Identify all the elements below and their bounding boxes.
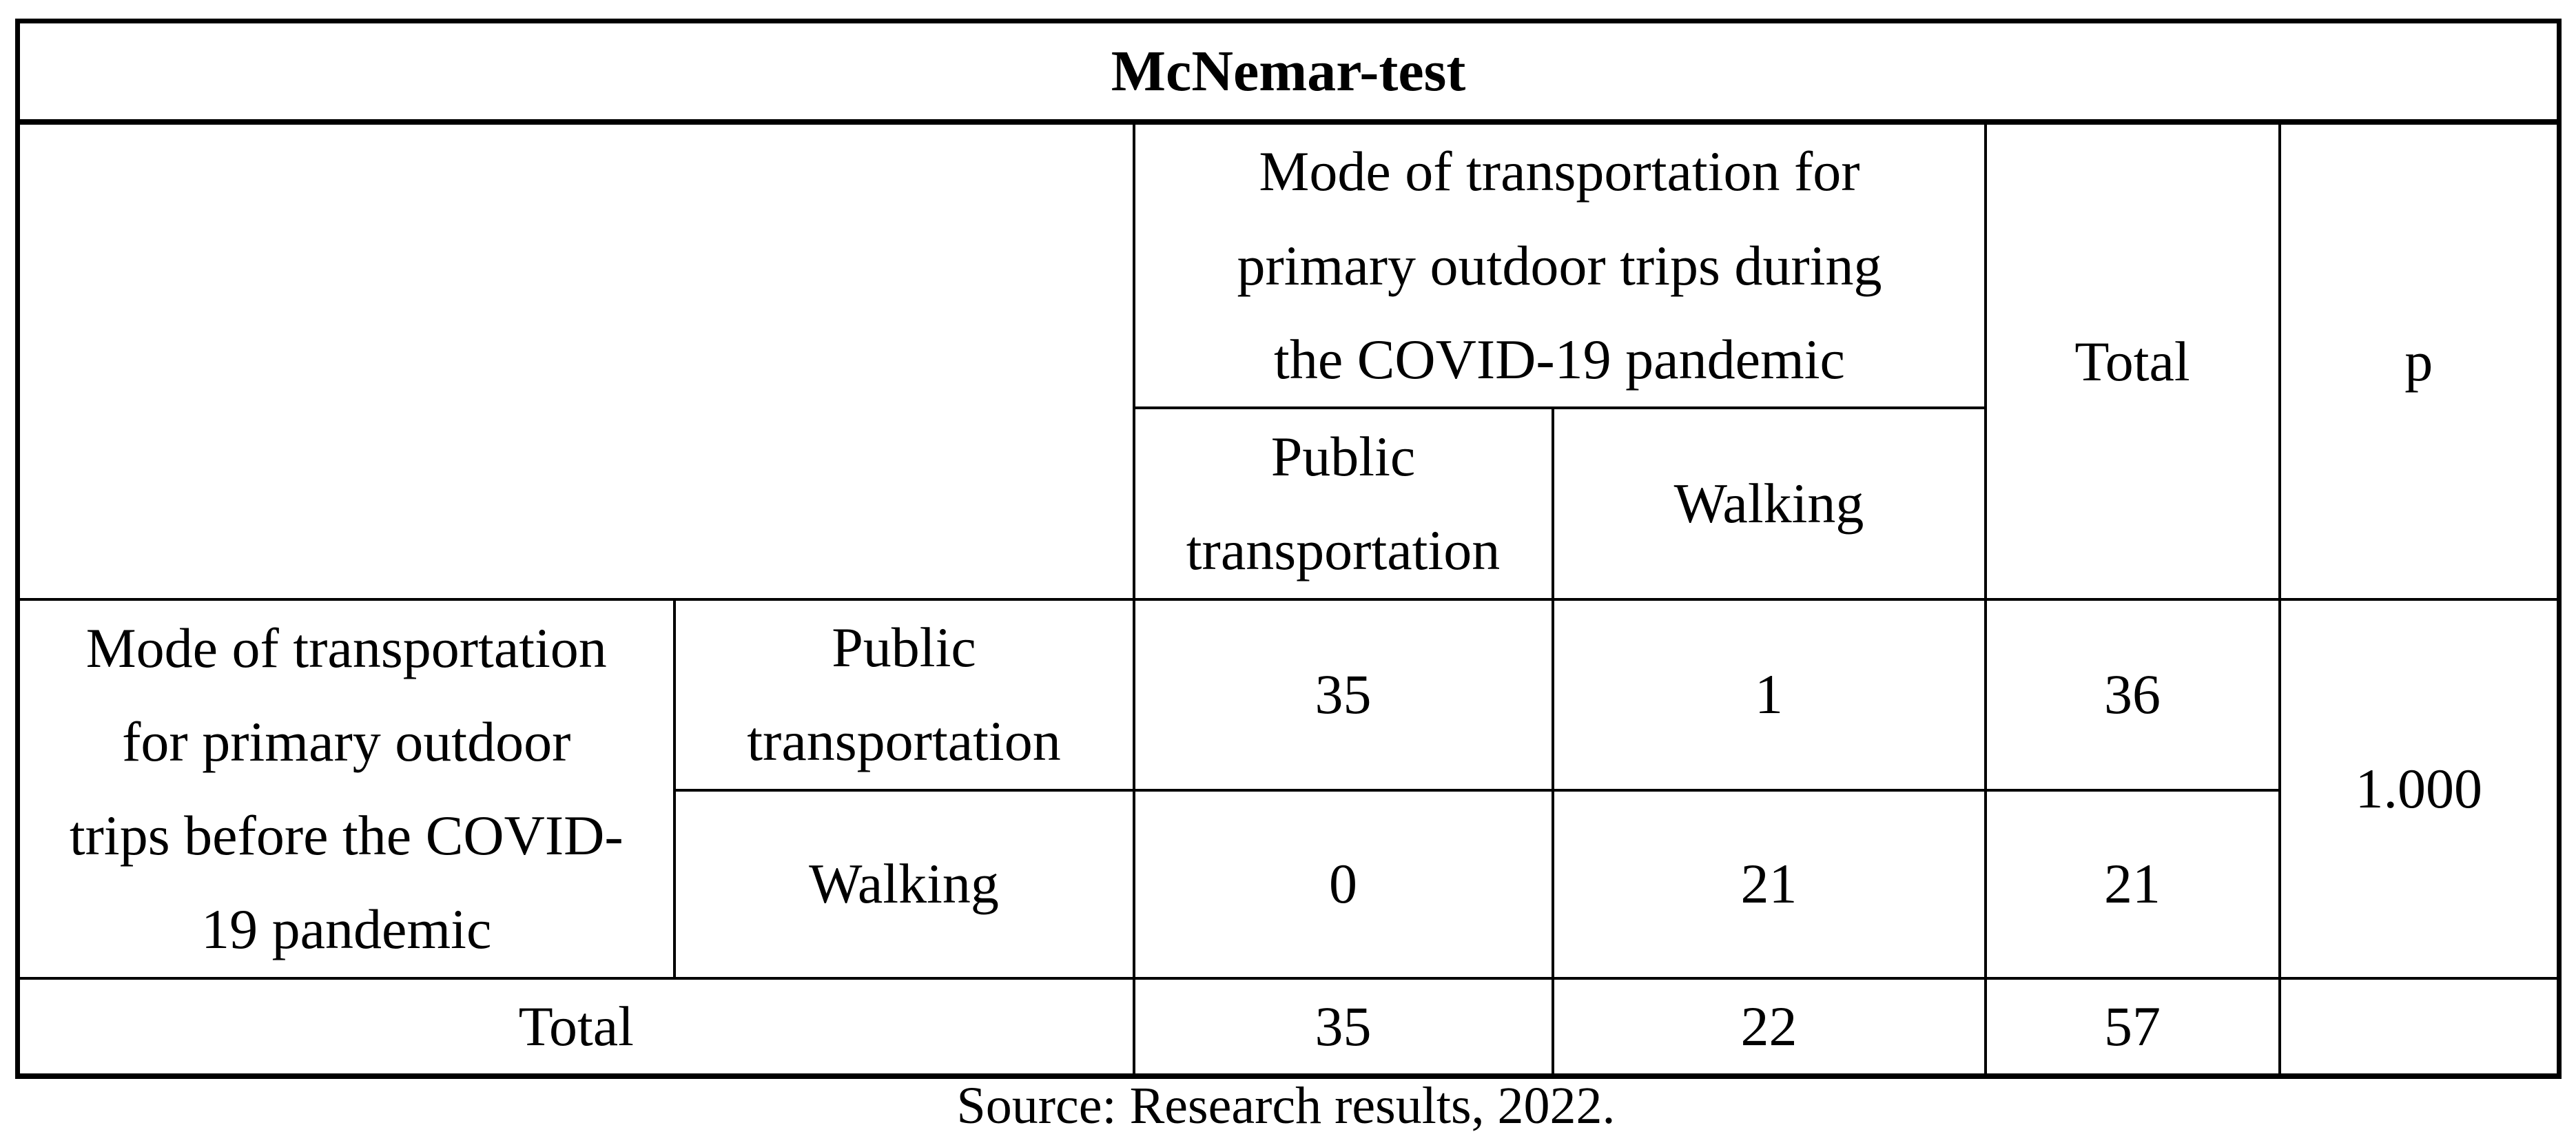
- p-value-cell: 1.000: [2278, 597, 2561, 980]
- row-label-public-transportation: Public transportation: [672, 597, 1135, 792]
- table-row: Mode of transportation for primary outdo…: [16, 597, 2561, 980]
- p-column-header: p: [2278, 121, 2561, 601]
- mcnemar-test-table: McNemar-test Mode of transportation for …: [15, 19, 2562, 1079]
- table-title: McNemar-test: [16, 19, 2561, 125]
- total-row-label: Total: [16, 976, 1135, 1079]
- cell-public-total: 36: [1983, 597, 2281, 792]
- cell-total-total: 57: [1983, 976, 2281, 1079]
- cell-total-walking: 22: [1551, 976, 1987, 1079]
- table-row: Mode of transportation for primary outdo…: [16, 121, 2561, 601]
- table-row: McNemar-test: [16, 19, 2561, 125]
- cell-walking-public: 0: [1132, 788, 1554, 980]
- cell-total-public: 35: [1132, 976, 1554, 1079]
- cell-public-walking: 1: [1551, 597, 1987, 792]
- table-row: Walking 0 21 21: [18, 788, 2559, 980]
- during-group-header: Mode of transportation for primary outdo…: [1132, 121, 1987, 409]
- empty-corner-cell: [16, 121, 1135, 601]
- cell-walking-walking: 21: [1551, 788, 1987, 980]
- source-note: Source: Research results, 2022.: [956, 1077, 1616, 1135]
- row-label-walking: Walking: [672, 788, 1135, 980]
- cell-public-public: 35: [1132, 597, 1554, 792]
- walking-column-header: Walking: [1551, 406, 1987, 601]
- cell-total-p: [2278, 976, 2561, 1079]
- public-transportation-column-header: Public transportation: [1132, 406, 1554, 601]
- total-column-header: Total: [1983, 121, 2281, 601]
- table-row: Total 35 22 57: [16, 976, 2561, 1079]
- table-row: Public transportation Walking: [18, 406, 2559, 601]
- cell-walking-total: 21: [1983, 788, 2281, 980]
- before-group-header: Mode of transportation for primary outdo…: [16, 597, 676, 980]
